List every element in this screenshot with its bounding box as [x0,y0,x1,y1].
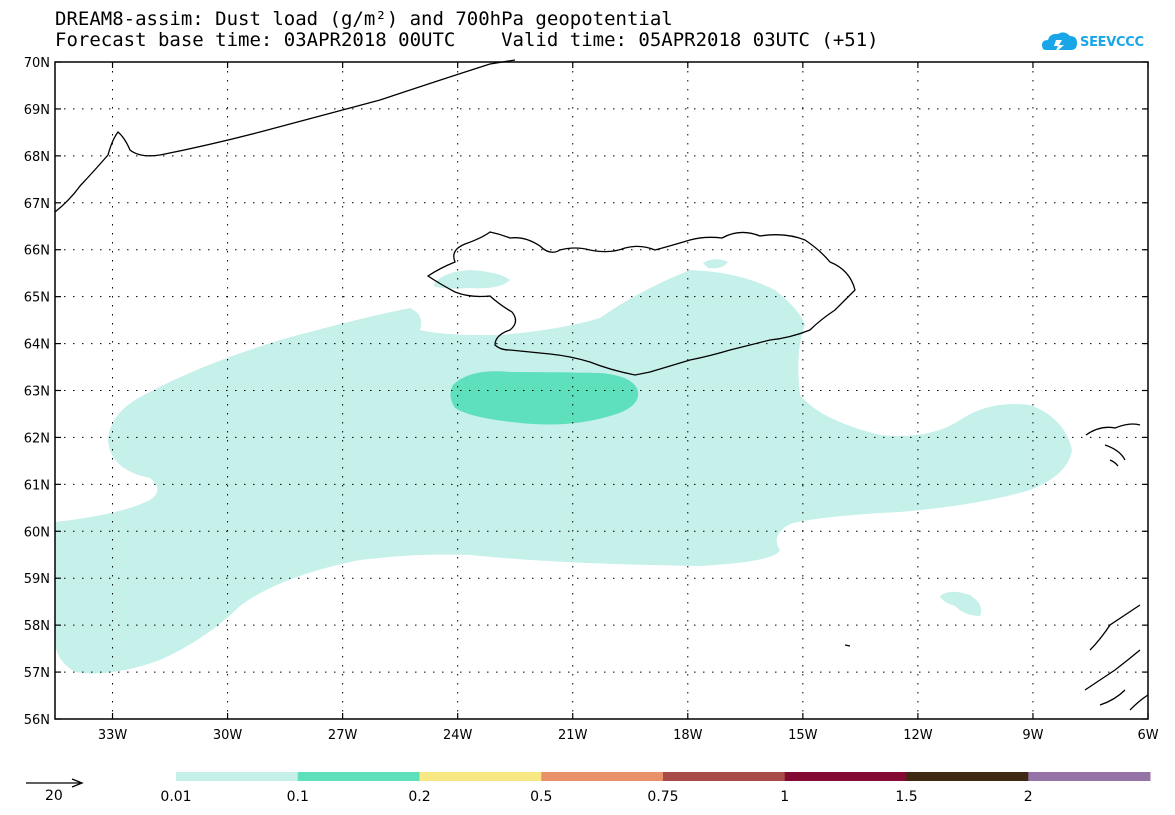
latitude-label: 64N [24,338,50,353]
colorbar [176,772,1151,781]
latitude-labels: 70N 69N 68N 67N 66N 65N 64N 63N 62N 61N 60N 59N 58N 5… [24,56,50,728]
vector-reference-arrow [26,778,84,788]
longitude-label: 24W [443,728,473,743]
longitude-label: 21W [558,728,588,743]
latitude-label: 61N [24,478,50,493]
longitude-label: 30W [213,728,243,743]
vector-reference-label: 20 [45,788,63,804]
longitude-label: 15W [788,728,818,743]
colorbar-level-label: 2 [1024,789,1033,805]
longitude-label: 33W [98,728,128,743]
latitude-label: 69N [24,103,50,118]
latitude-label: 62N [24,431,50,446]
colorbar-level-label: 1.5 [895,789,917,805]
longitude-label: 18W [673,728,703,743]
colorbar-segment [663,772,786,781]
colorbar-level-label: 1 [780,789,789,805]
longitude-label: 6W [1137,728,1158,743]
colorbar-segment [906,772,1029,781]
latitude-label: 67N [24,197,50,212]
colorbar-segment [541,772,664,781]
map-title: DREAM8-assim: Dust load (g/m²) and 700hP… [55,8,673,30]
cloud-logo-icon [1042,32,1077,53]
longitude-labels: 33W 30W 27W 24W 21W 18W 15W 12W 9W 6W [98,728,1159,743]
colorbar-level-label: 0.1 [287,789,309,805]
latitude-label: 56N [24,713,50,728]
longitude-label: 12W [903,728,933,743]
latitude-label: 57N [24,666,50,681]
colorbar-level-label: 0.2 [408,789,430,805]
latitude-label: 65N [24,291,50,306]
colorbar-level-label: 0.75 [647,789,678,805]
latitude-label: 66N [24,244,50,259]
longitude-label: 27W [328,728,358,743]
latitude-label: 70N [24,56,50,71]
dust-shading [55,259,1072,674]
coastlines [54,59,1149,711]
forecast-time-subtitle: Forecast base time: 03APR2018 00UTC Vali… [55,29,879,51]
colorbar-segment [784,772,907,781]
colorbar-level-label: 0.01 [160,789,191,805]
colorbar-level-label: 0.5 [530,789,552,805]
latitude-label: 63N [24,385,50,400]
colorbar-segment [297,772,420,781]
colorbar-segment [1028,772,1151,781]
graticule [55,62,1148,719]
latitude-label: 60N [24,525,50,540]
longitude-label: 9W [1022,728,1043,743]
latitude-label: 58N [24,619,50,634]
latitude-label: 68N [24,150,50,165]
logo-text: SEEVCCC [1080,35,1144,50]
latitude-label: 59N [24,572,50,587]
colorbar-labels: 0.01 0.1 0.2 0.5 0.75 1 1.5 2 [160,789,1032,805]
colorbar-segment [419,772,542,781]
colorbar-segment [176,772,299,781]
